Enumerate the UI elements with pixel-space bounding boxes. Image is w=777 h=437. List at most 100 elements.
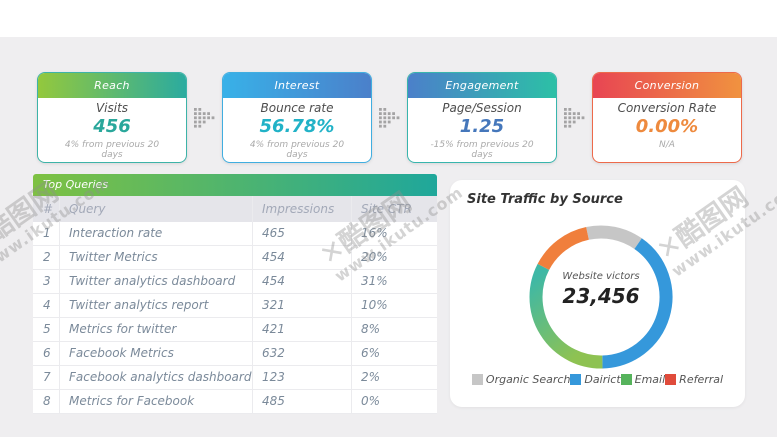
kpi-delta-text: 4% from previous 20 days: [64, 140, 160, 161]
flow-arrow-cell: [557, 72, 592, 163]
legend-label: Email: [634, 373, 666, 386]
kpi-card-body: Bounce rate 56.78% 4% from previous 20 d…: [223, 98, 371, 161]
kpi-card-body: Conversion Rate 0.00% N/A: [593, 98, 741, 150]
kpi-cards: Reach Visits 456 4% from previous 20 day…: [37, 72, 743, 163]
table-row[interactable]: 3 Twitter analytics dashboard 454 31%: [33, 270, 437, 294]
cell-rank: 6: [33, 342, 60, 365]
kpi-card-header: Engagement: [408, 73, 556, 98]
col-header-site-ctr: Site CTR: [361, 202, 412, 216]
donut-chart: Website victors 23,456: [521, 217, 681, 377]
cell-impressions: 123: [253, 366, 352, 389]
legend-item[interactable]: Organic Search: [471, 373, 571, 386]
cell-query: Interaction rate: [60, 222, 253, 245]
kpi-card[interactable]: Conversion Conversion Rate 0.00% N/A: [592, 72, 742, 163]
flow-arrow-cell: [372, 72, 407, 163]
cell-rank: 7: [33, 366, 60, 389]
dotted-arrow-icon: [563, 107, 584, 128]
col-header-rank: #: [33, 196, 60, 222]
cell-rank: 4: [33, 294, 60, 317]
kpi-metric-value: 0.00%: [635, 116, 699, 137]
kpi-metric-label: Page/Session: [442, 101, 522, 115]
legend-label: Dairict: [584, 373, 621, 386]
col-header-query: Query: [60, 196, 253, 222]
kpi-metric-label: Conversion Rate: [617, 101, 717, 115]
flow-arrow-cell: [187, 72, 222, 163]
cell-site-ctr: 31%: [361, 274, 388, 288]
legend-swatch-icon: [665, 374, 677, 385]
cell-site-ctr: 20%: [361, 250, 388, 264]
top-queries-panel: Top Queries # Query Impressions Site CTR…: [33, 174, 437, 414]
col-header-impressions: Impressions: [253, 196, 352, 222]
chart-legend: Organic Search Dairict Email Referral: [450, 373, 745, 386]
donut-segment-email[interactable]: [529, 263, 603, 369]
kpi-card[interactable]: Engagement Page/Session 1.25 -15% from p…: [407, 72, 557, 163]
dotted-arrow-icon: [378, 107, 399, 128]
cell-rank: 8: [33, 390, 60, 413]
table-header-row: # Query Impressions Site CTR: [33, 196, 437, 222]
legend-item[interactable]: Referral: [665, 373, 723, 386]
cell-query: Metrics for twitter: [60, 318, 253, 341]
cell-query: Facebook analytics dashboard: [60, 366, 253, 389]
cell-impressions: 421: [253, 318, 352, 341]
cell-site-ctr: 10%: [361, 298, 388, 312]
cell-impressions: 321: [253, 294, 352, 317]
kpi-metric-value: 56.78%: [259, 116, 335, 137]
table-row[interactable]: 7 Facebook analytics dashboard 123 2%: [33, 366, 437, 390]
kpi-card[interactable]: Interest Bounce rate 56.78% 4% from prev…: [222, 72, 372, 163]
cell-impressions: 632: [253, 342, 352, 365]
kpi-metric-label: Bounce rate: [260, 101, 334, 115]
cell-query: Twitter analytics report: [60, 294, 253, 317]
kpi-delta-text: N/A: [659, 140, 675, 150]
table-row[interactable]: 2 Twitter Metrics 454 20%: [33, 246, 437, 270]
table-row[interactable]: 6 Facebook Metrics 632 6%: [33, 342, 437, 366]
kpi-metric-value: 456: [93, 116, 131, 137]
kpi-card-body: Visits 456 4% from previous 20 days: [38, 98, 186, 161]
kpi-card-header: Reach: [38, 73, 186, 98]
cell-impressions: 485: [253, 390, 352, 413]
top-queries-title: Top Queries: [33, 174, 437, 196]
cell-site-ctr: 16%: [361, 226, 388, 240]
cell-query: Facebook Metrics: [60, 342, 253, 365]
cell-site-ctr: 8%: [361, 322, 381, 336]
kpi-metric-label: Visits: [95, 101, 129, 115]
donut-svg: [529, 225, 673, 369]
donut-segment-referral[interactable]: [537, 227, 590, 271]
legend-item[interactable]: Dairict: [570, 373, 621, 386]
table-body: 1 Interaction rate 465 16% 2 Twitter Met…: [33, 222, 437, 414]
site-traffic-panel: Site Traffic by Source Website victors 2…: [450, 180, 745, 407]
cell-query: Metrics for Facebook: [60, 390, 253, 413]
table-row[interactable]: 5 Metrics for twitter 421 8%: [33, 318, 437, 342]
legend-item[interactable]: Email: [620, 373, 666, 386]
kpi-delta-text: 4% from previous 20 days: [249, 140, 345, 161]
donut-segment-dairict[interactable]: [602, 238, 673, 369]
legend-swatch-icon: [570, 374, 582, 385]
legend-label: Referral: [679, 373, 724, 386]
table-row[interactable]: 4 Twitter analytics report 321 10%: [33, 294, 437, 318]
kpi-metric-value: 1.25: [459, 116, 505, 137]
table-row[interactable]: 1 Interaction rate 465 16%: [33, 222, 437, 246]
legend-swatch-icon: [471, 374, 483, 385]
cell-query: Twitter analytics dashboard: [60, 270, 253, 293]
cell-impressions: 454: [253, 246, 352, 269]
cell-rank: 1: [33, 222, 60, 245]
cell-site-ctr: 0%: [361, 394, 381, 408]
donut-segment-organic-search[interactable]: [586, 225, 642, 250]
legend-label: Organic Search: [485, 373, 571, 386]
kpi-card-header: Conversion: [593, 73, 741, 98]
cell-query: Twitter Metrics: [60, 246, 253, 269]
kpi-delta-text: -15% from previous 20 days: [430, 140, 534, 161]
dotted-arrow-icon: [193, 107, 214, 128]
kpi-card-header: Interest: [223, 73, 371, 98]
cell-rank: 3: [33, 270, 60, 293]
cell-site-ctr: 6%: [361, 346, 381, 360]
cell-impressions: 465: [253, 222, 352, 245]
chart-title: Site Traffic by Source: [467, 192, 623, 207]
cell-rank: 2: [33, 246, 60, 269]
table-row[interactable]: 8 Metrics for Facebook 485 0%: [33, 390, 437, 414]
cell-impressions: 454: [253, 270, 352, 293]
legend-swatch-icon: [620, 374, 632, 385]
kpi-card-body: Page/Session 1.25 -15% from previous 20 …: [408, 98, 556, 161]
cell-rank: 5: [33, 318, 60, 341]
kpi-card[interactable]: Reach Visits 456 4% from previous 20 day…: [37, 72, 187, 163]
